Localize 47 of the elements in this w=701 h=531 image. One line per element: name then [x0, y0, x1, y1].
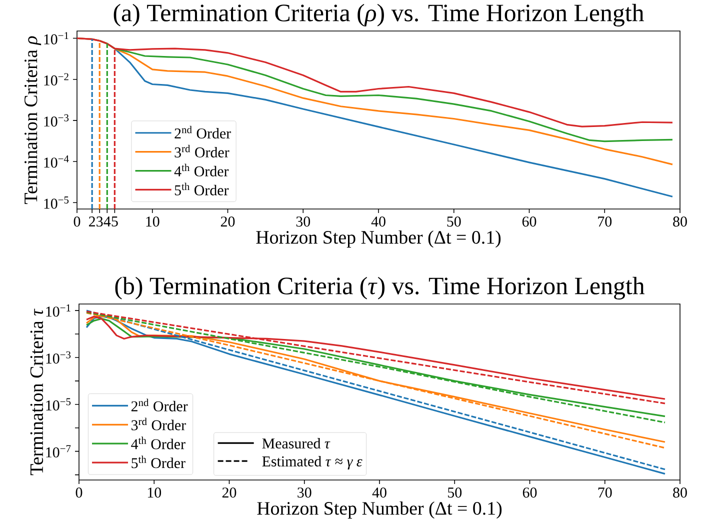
x-tick-label: 5 [112, 216, 118, 226]
x-tick-label: 40 [371, 216, 386, 227]
x-axis-title: Horizon Step Number (Δt = 0.1) [257, 501, 502, 519]
legend-label: 2$^{nd}$ Order [174, 126, 231, 139]
y-tick-label: 10$^{−7}$ [46, 445, 71, 458]
x-tick-label: 40 [372, 488, 386, 498]
annotation: Measured τ [262, 438, 330, 449]
x-tick-label: 4 [104, 216, 111, 226]
chart-title: (a) Termination Criteria (ρ) vs. Time Horizon Length [114, 4, 644, 27]
x-tick-label: 10 [148, 488, 162, 498]
y-axis-title: Termination Criteria ρ [24, 36, 42, 204]
legend-label: 5$^{th}$ Order [132, 456, 186, 468]
x-tick-label: 2 [88, 216, 95, 226]
y-tick-label: 10$^{−5}$ [44, 196, 69, 209]
x-tick-label: 50 [447, 216, 461, 227]
y-tick-label: 10$^{−1}$ [46, 304, 70, 317]
legend-label: 4$^{th}$ Order [174, 164, 229, 176]
y-tick-label: 10$^{−1}$ [44, 32, 68, 44]
x-tick-label: 0 [74, 216, 80, 227]
x-axis-title: Horizon Step Number (Δt = 0.1) [256, 230, 501, 248]
x-tick-label: 50 [448, 488, 462, 498]
y-tick-label: 10$^{−2}$ [44, 73, 68, 86]
legend-label: 5$^{th}$ Order [174, 182, 229, 196]
x-tick-label: 60 [522, 488, 537, 498]
x-tick-label: 60 [522, 216, 536, 227]
x-tick-label: 70 [598, 488, 612, 498]
chart-title: (b) Termination Criteria (τ) vs. Time Horizon Length [115, 276, 645, 300]
y-tick-label: 10$^{−5}$ [46, 398, 71, 410]
x-tick-label: 80 [673, 488, 687, 498]
x-tick-label: 10 [146, 216, 160, 227]
legend-label: 4$^{th}$ Order [131, 436, 186, 450]
x-tick-label: 20 [220, 216, 235, 227]
x-tick-label: 30 [298, 488, 312, 498]
y-tick-label: 10$^{−3}$ [44, 114, 69, 127]
x-tick-label: 3 [96, 216, 103, 227]
x-tick-label: 0 [76, 488, 82, 498]
y-tick-label: 10$^{−4}$ [44, 155, 69, 168]
y-tick-label: 10$^{−3}$ [46, 351, 71, 364]
x-tick-label: 80 [673, 216, 687, 227]
annotation: Estimated τ ≈ γ ε [262, 456, 362, 470]
legend-label: 3$^{rd}$ Order [132, 418, 186, 430]
y-axis-title: Termination Criteria τ [30, 308, 44, 476]
legend-label: 3$^{rd}$ Order [174, 144, 230, 158]
x-tick-label: 20 [222, 488, 236, 498]
x-tick-label: 70 [598, 216, 612, 227]
legend-label: 2$^{nd}$ Order [131, 398, 188, 412]
x-tick-label: 30 [296, 216, 310, 227]
